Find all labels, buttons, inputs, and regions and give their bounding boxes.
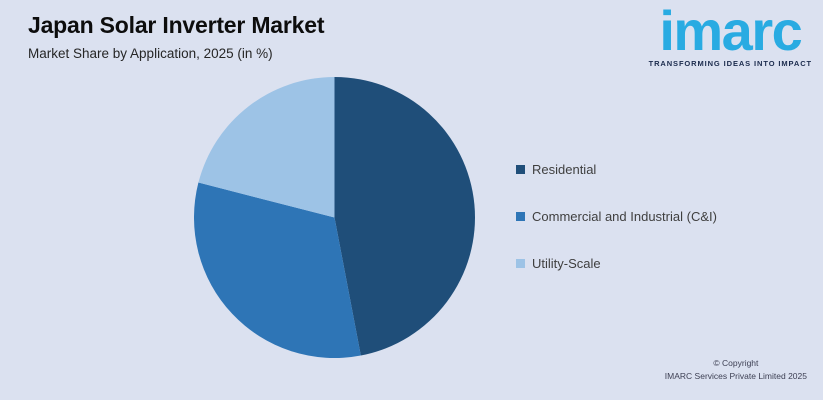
legend-item-commercial-industrial: Commercial and Industrial (C&I) (516, 208, 717, 224)
page-title: Japan Solar Inverter Market (28, 12, 325, 38)
pie-chart (193, 77, 475, 358)
copyright-line-2: IMARC Services Private Limited 2025 (664, 370, 807, 381)
legend-marker-icon (516, 211, 525, 221)
legend-marker-icon (516, 164, 525, 174)
chart-header: Japan Solar Inverter Market Market Share… (28, 12, 324, 61)
imarc-logo: imarc TRANSFORMING IDEAS INTO IMPACT (648, 0, 812, 68)
pie-slice-utility-scale (198, 77, 335, 218)
pie-slice-residential (334, 77, 475, 356)
legend-item-utility-scale: Utility-Scale (516, 255, 601, 271)
imarc-logo-wordmark: imarc (659, 0, 802, 62)
page-subtitle: Market Share by Application, 2025 (in %) (28, 46, 273, 61)
copyright-notice: © Copyright IMARC Services Private Limit… (665, 357, 807, 382)
imarc-logo-tagline: TRANSFORMING IDEAS INTO IMPACT (648, 58, 812, 68)
pie-chart-container (193, 77, 475, 358)
legend-label: Residential (532, 161, 597, 177)
legend-label: Commercial and Industrial (C&I) (532, 208, 717, 224)
legend-item-residential: Residential (516, 161, 596, 177)
pie-slice-commercial-and-industrial-c-i (193, 182, 361, 358)
copyright-line-1: © Copyright (713, 358, 759, 369)
legend-marker-icon (516, 258, 525, 268)
legend-label: Utility-Scale (532, 255, 601, 271)
